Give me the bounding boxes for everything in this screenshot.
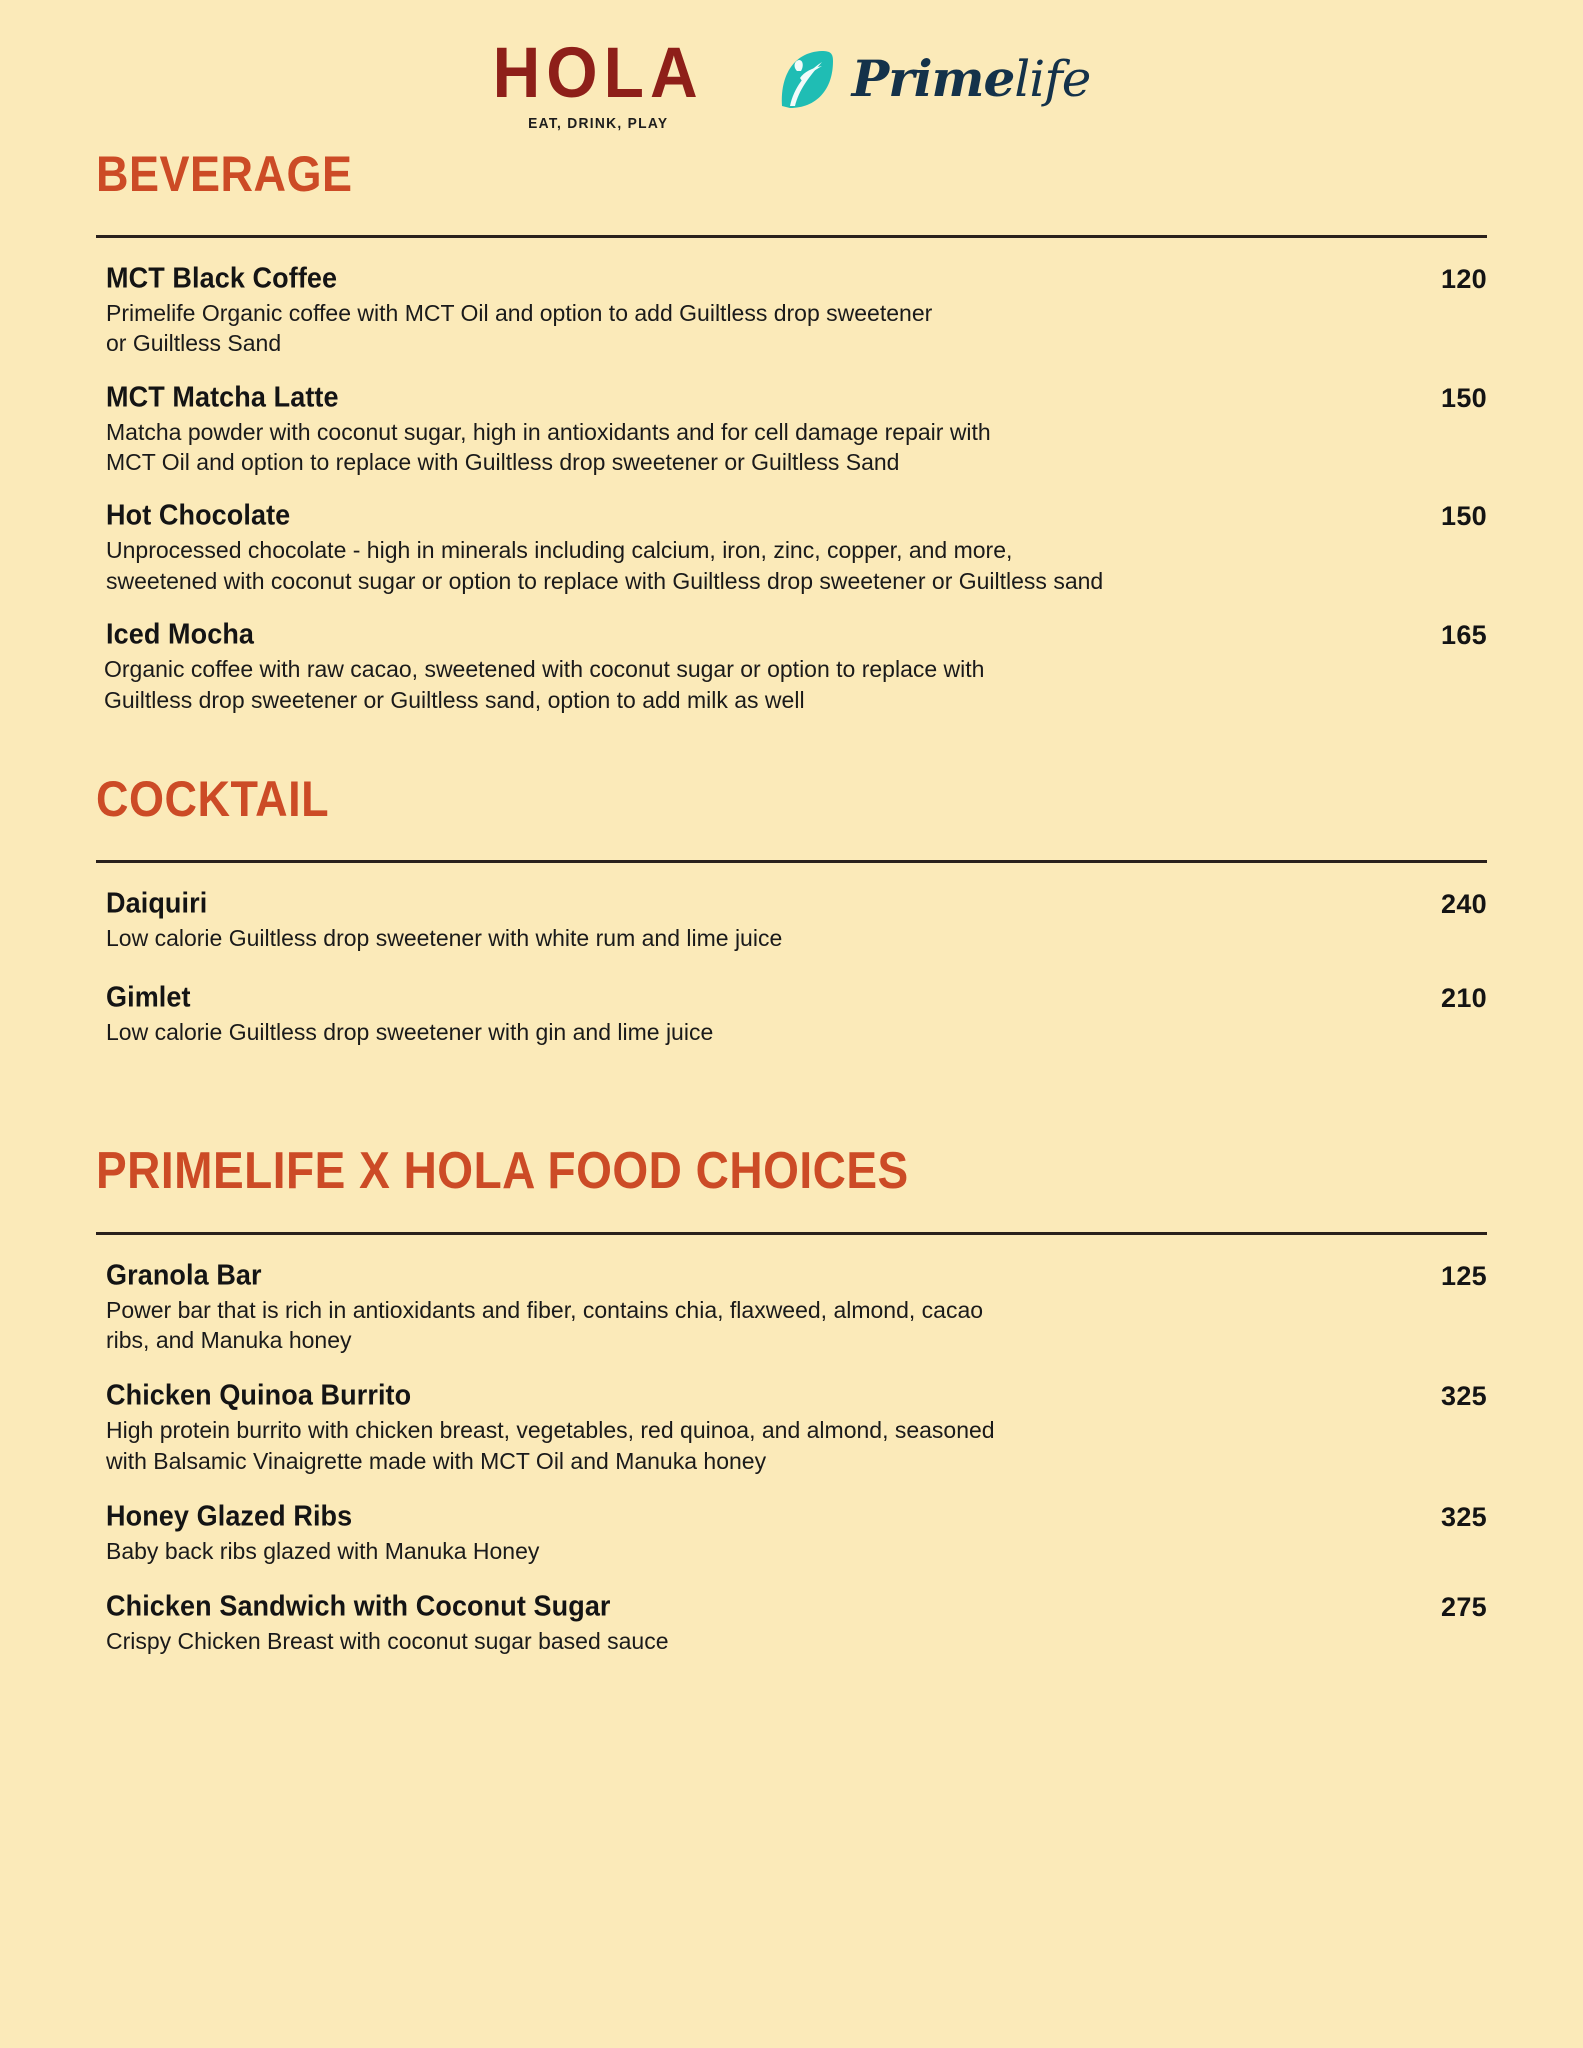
menu-item-name: Honey Glazed Ribs [106, 1500, 353, 1532]
menu-item-description: Baby back ribs glazed with Manuka Honey [106, 1538, 540, 1565]
menu-item-price: 240 [1441, 888, 1487, 919]
menu-item[interactable]: MCT Black Coffee 120 Primelife Organic c… [96, 262, 1487, 359]
hola-wordmark: HOLA [492, 31, 704, 112]
menu-item-name: Granola Bar [106, 1259, 262, 1291]
section-cocktail: COCKTAIL Daiquiri 240 Low calorie Guiltl… [96, 773, 1487, 1048]
menu-item[interactable]: Honey Glazed Ribs 325 Baby back ribs gla… [96, 1500, 1487, 1566]
menu-item-description: Matcha powder with coconut sugar, high i… [106, 418, 991, 476]
menu-item-description: Power bar that is rich in antioxidants a… [106, 1296, 984, 1353]
menu-item-price: 325 [1441, 1381, 1487, 1412]
menu-item-price: 210 [1441, 983, 1487, 1014]
menu-item-name: Daiquiri [106, 887, 208, 919]
section-spacer [96, 1078, 1487, 1150]
section-beverage: BEVERAGE MCT Black Coffee 120 Primelife … [96, 118, 1487, 715]
section-title-food: PRIMELIFE X HOLA FOOD CHOICES [96, 1140, 909, 1199]
hola-logo: HOLA EAT, DRINK, PLAY [492, 31, 704, 133]
menu-item-name: Gimlet [106, 981, 191, 1014]
menu-item-description: Low calorie Guiltless drop sweetener wit… [106, 1019, 714, 1046]
menu-item-name: Chicken Quinoa Burrito [106, 1379, 412, 1412]
section-divider [96, 235, 1487, 238]
section-food: PRIMELIFE X HOLA FOOD CHOICES Granola Ba… [96, 1144, 1487, 1657]
menu-item-price: 325 [1441, 1502, 1487, 1533]
food-items: Granola Bar 125 Power bar that is rich i… [96, 1235, 1487, 1657]
menu-item-description: High protein burrito with chicken breast… [106, 1417, 995, 1474]
menu-item-price: 165 [1441, 620, 1487, 651]
menu-item[interactable]: Hot Chocolate 150 Unprocessed chocolate … [96, 499, 1487, 596]
leaf-icon [778, 48, 836, 110]
section-divider [96, 1231, 1487, 1235]
primelife-logo: Primelife [778, 48, 1091, 110]
menu-item-description: Crispy Chicken Breast with coconut sugar… [106, 1628, 669, 1655]
menu-item[interactable]: Granola Bar 125 Power bar that is rich i… [96, 1259, 1487, 1356]
cocktail-items: Daiquiri 240 Low calorie Guiltless drop … [96, 863, 1487, 1048]
hola-tagline: EAT, DRINK, PLAY [528, 115, 669, 133]
beverage-items: MCT Black Coffee 120 Primelife Organic c… [96, 238, 1487, 715]
menu-item[interactable]: MCT Matcha Latte 150 Matcha powder with … [96, 381, 1487, 478]
menu-item-name: Hot Chocolate [106, 499, 291, 532]
menu-item-description: Unprocessed chocolate - high in minerals… [106, 537, 1104, 594]
menu-item-price: 125 [1441, 1260, 1487, 1291]
menu-item[interactable]: Iced Mocha 165 Organic coffee with raw c… [96, 618, 1487, 715]
menu-item-price: 120 [1441, 264, 1487, 294]
primelife-wordmark: Primelife [852, 54, 1092, 105]
menu-item-name: Iced Mocha [106, 618, 255, 651]
section-title-beverage: BEVERAGE [96, 145, 353, 203]
menu-item[interactable]: Chicken Quinoa Burrito 325 High protein … [96, 1379, 1487, 1476]
menu-item-description: Low calorie Guiltless drop sweetener wit… [106, 924, 783, 951]
menu-item-name: MCT Black Coffee [106, 262, 338, 294]
menu-item[interactable]: Gimlet 210 Low calorie Guiltless drop sw… [96, 981, 1487, 1047]
menu-item[interactable]: Chicken Sandwich with Coconut Sugar 275 … [96, 1590, 1487, 1656]
menu-item-price: 275 [1441, 1592, 1487, 1623]
menu-item[interactable]: Daiquiri 240 Low calorie Guiltless drop … [96, 887, 1487, 953]
primelife-life-text: life [1014, 50, 1091, 108]
menu-item-description: Organic coffee with raw cacao, sweetened… [104, 656, 985, 713]
menu-item-description: Primelife Organic coffee with MCT Oil an… [106, 300, 933, 357]
section-divider [96, 859, 1487, 863]
menu-item-price: 150 [1441, 382, 1487, 413]
menu-item-name: MCT Matcha Latte [106, 381, 339, 413]
menu-item-price: 150 [1441, 501, 1487, 532]
menu-item-name: Chicken Sandwich with Coconut Sugar [106, 1590, 611, 1623]
menu-header: HOLA EAT, DRINK, PLAY Primelife [0, 0, 1583, 131]
primelife-prime-text: Prime [851, 49, 1016, 108]
menu-content: BEVERAGE MCT Black Coffee 120 Primelife … [0, 118, 1583, 1657]
section-title-cocktail: COCKTAIL [96, 770, 330, 828]
